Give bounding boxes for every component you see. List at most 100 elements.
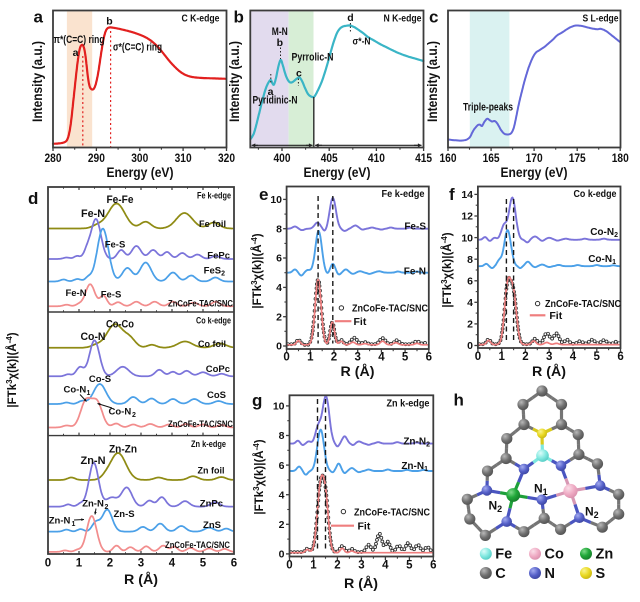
svg-text:5: 5: [200, 558, 207, 570]
svg-text:N2: N2: [585, 505, 599, 521]
svg-text:Fe: Fe: [495, 547, 512, 563]
svg-text:280: 280: [45, 151, 62, 165]
svg-text:1: 1: [72, 521, 76, 528]
svg-text:Zn-N: Zn-N: [82, 499, 104, 510]
svg-text:C K-edge: C K-edge: [182, 14, 220, 25]
svg-text:170: 170: [526, 151, 543, 165]
svg-text:4: 4: [378, 352, 385, 364]
svg-text:5: 5: [402, 352, 409, 364]
svg-text:2: 2: [107, 558, 113, 570]
svg-text:4: 4: [279, 489, 285, 501]
svg-text:C: C: [495, 566, 506, 582]
svg-text:Zn foil: Zn foil: [198, 466, 225, 477]
svg-text:a: a: [268, 86, 274, 98]
svg-text:2: 2: [331, 352, 337, 364]
svg-text:c: c: [429, 8, 438, 27]
svg-text:Co k-edge: Co k-edge: [196, 315, 231, 326]
svg-text:0: 0: [276, 341, 282, 353]
svg-text:14: 14: [461, 189, 473, 201]
svg-text:Fe-Fe: Fe-Fe: [107, 194, 134, 206]
svg-text:h: h: [454, 391, 464, 410]
svg-text:b: b: [277, 37, 283, 49]
svg-text:ZnCoFe-TAC/SNC: ZnCoFe-TAC/SNC: [168, 299, 233, 309]
svg-text:g: g: [252, 391, 262, 410]
svg-text:Energy (eV): Energy (eV): [501, 164, 568, 180]
svg-text:12: 12: [461, 211, 473, 223]
svg-text:ZnCoFe-TAC/SNC: ZnCoFe-TAC/SNC: [545, 298, 621, 310]
svg-text:ZnCoFe-TAC/SNC: ZnCoFe-TAC/SNC: [354, 507, 430, 519]
svg-text:5: 5: [406, 560, 413, 572]
svg-text:2: 2: [467, 319, 473, 331]
svg-text:Intensity (a.u.): Intensity (a.u.): [226, 41, 242, 122]
svg-text:2: 2: [132, 412, 136, 419]
svg-text:0: 0: [475, 351, 481, 363]
svg-text:4: 4: [169, 558, 176, 570]
svg-text:Zn-N: Zn-N: [81, 455, 106, 467]
svg-text:0: 0: [467, 340, 473, 352]
svg-text:N K-edge: N K-edge: [384, 14, 422, 25]
svg-text:2: 2: [276, 311, 282, 323]
svg-text:6: 6: [617, 351, 623, 363]
svg-text:8: 8: [279, 430, 285, 442]
svg-text:Co-N: Co-N: [81, 331, 106, 343]
svg-text:6: 6: [430, 560, 436, 572]
svg-text:405: 405: [321, 151, 338, 165]
svg-text:Fe-S: Fe-S: [105, 240, 126, 251]
svg-text:a: a: [34, 8, 44, 27]
svg-text:2: 2: [105, 504, 109, 511]
svg-text:FePc: FePc: [207, 251, 230, 262]
svg-text:400: 400: [274, 151, 291, 165]
svg-text:1: 1: [498, 351, 505, 363]
svg-text:2: 2: [334, 560, 340, 572]
svg-text:Co-Co: Co-Co: [106, 319, 134, 331]
svg-text:ZnS: ZnS: [203, 520, 221, 531]
svg-text:6: 6: [467, 275, 473, 287]
svg-text:|FTk3χ(k)|(Å-4): |FTk3χ(k)|(Å-4): [5, 332, 19, 407]
svg-text:415: 415: [415, 151, 432, 165]
svg-text:b: b: [234, 8, 244, 27]
svg-text:Co foil: Co foil: [198, 339, 226, 350]
svg-text:Co-N2: Co-N2: [590, 227, 618, 239]
svg-text:c: c: [296, 68, 302, 80]
svg-text:Fit: Fit: [354, 316, 367, 328]
svg-text:N: N: [545, 566, 555, 582]
svg-text:0: 0: [45, 558, 51, 570]
svg-text:Fit: Fit: [549, 310, 562, 322]
svg-text:Co-S: Co-S: [89, 374, 111, 385]
svg-text:Zn k-edge: Zn k-edge: [387, 399, 430, 410]
svg-text:0: 0: [279, 549, 285, 561]
svg-text:2: 2: [279, 519, 285, 531]
svg-text:300: 300: [131, 151, 148, 165]
svg-text:Co-N1: Co-N1: [588, 254, 616, 266]
svg-text:Zn-N2: Zn-N2: [403, 437, 430, 449]
svg-text:Intensity (a.u.): Intensity (a.u.): [424, 41, 440, 122]
svg-text:Zn k-edge: Zn k-edge: [191, 439, 226, 450]
svg-text:ZnCoFe-TAC/SNC: ZnCoFe-TAC/SNC: [165, 540, 230, 550]
svg-text:FeS2: FeS2: [204, 266, 225, 278]
svg-text:Zn-N1: Zn-N1: [401, 461, 428, 473]
svg-text:Zn-S: Zn-S: [114, 509, 135, 520]
svg-text:4: 4: [276, 282, 282, 294]
svg-text:1: 1: [87, 390, 91, 397]
svg-text:6: 6: [279, 460, 285, 472]
svg-text:1: 1: [310, 560, 317, 572]
svg-text:Zn-N: Zn-N: [49, 516, 71, 527]
svg-text:Fe k-edge: Fe k-edge: [382, 189, 425, 200]
svg-text:10: 10: [273, 401, 285, 413]
svg-text:Zn: Zn: [596, 547, 614, 563]
svg-text:Fe foil: Fe foil: [199, 219, 226, 230]
svg-text:S L-edge: S L-edge: [583, 14, 619, 25]
svg-text:Zn-Zn: Zn-Zn: [109, 444, 137, 456]
svg-text:CoPc: CoPc: [206, 364, 230, 375]
svg-text:R (Å): R (Å): [344, 576, 378, 591]
svg-text:Co-N: Co-N: [64, 385, 87, 396]
svg-text:3: 3: [546, 351, 552, 363]
svg-text:ZnCoFe-TAC/SNC: ZnCoFe-TAC/SNC: [352, 303, 428, 315]
svg-text:4: 4: [382, 560, 389, 572]
svg-text:ZnCoFe-TAC/SNC: ZnCoFe-TAC/SNC: [168, 419, 233, 429]
svg-text:b: b: [106, 16, 112, 28]
svg-text:Fe k-edge: Fe k-edge: [197, 190, 231, 201]
svg-text:|FTk3χ(k)|(Å-4): |FTk3χ(k)|(Å-4): [250, 233, 264, 308]
svg-text:10: 10: [270, 194, 282, 206]
svg-text:Intensity (a.u.): Intensity (a.u.): [29, 41, 45, 122]
